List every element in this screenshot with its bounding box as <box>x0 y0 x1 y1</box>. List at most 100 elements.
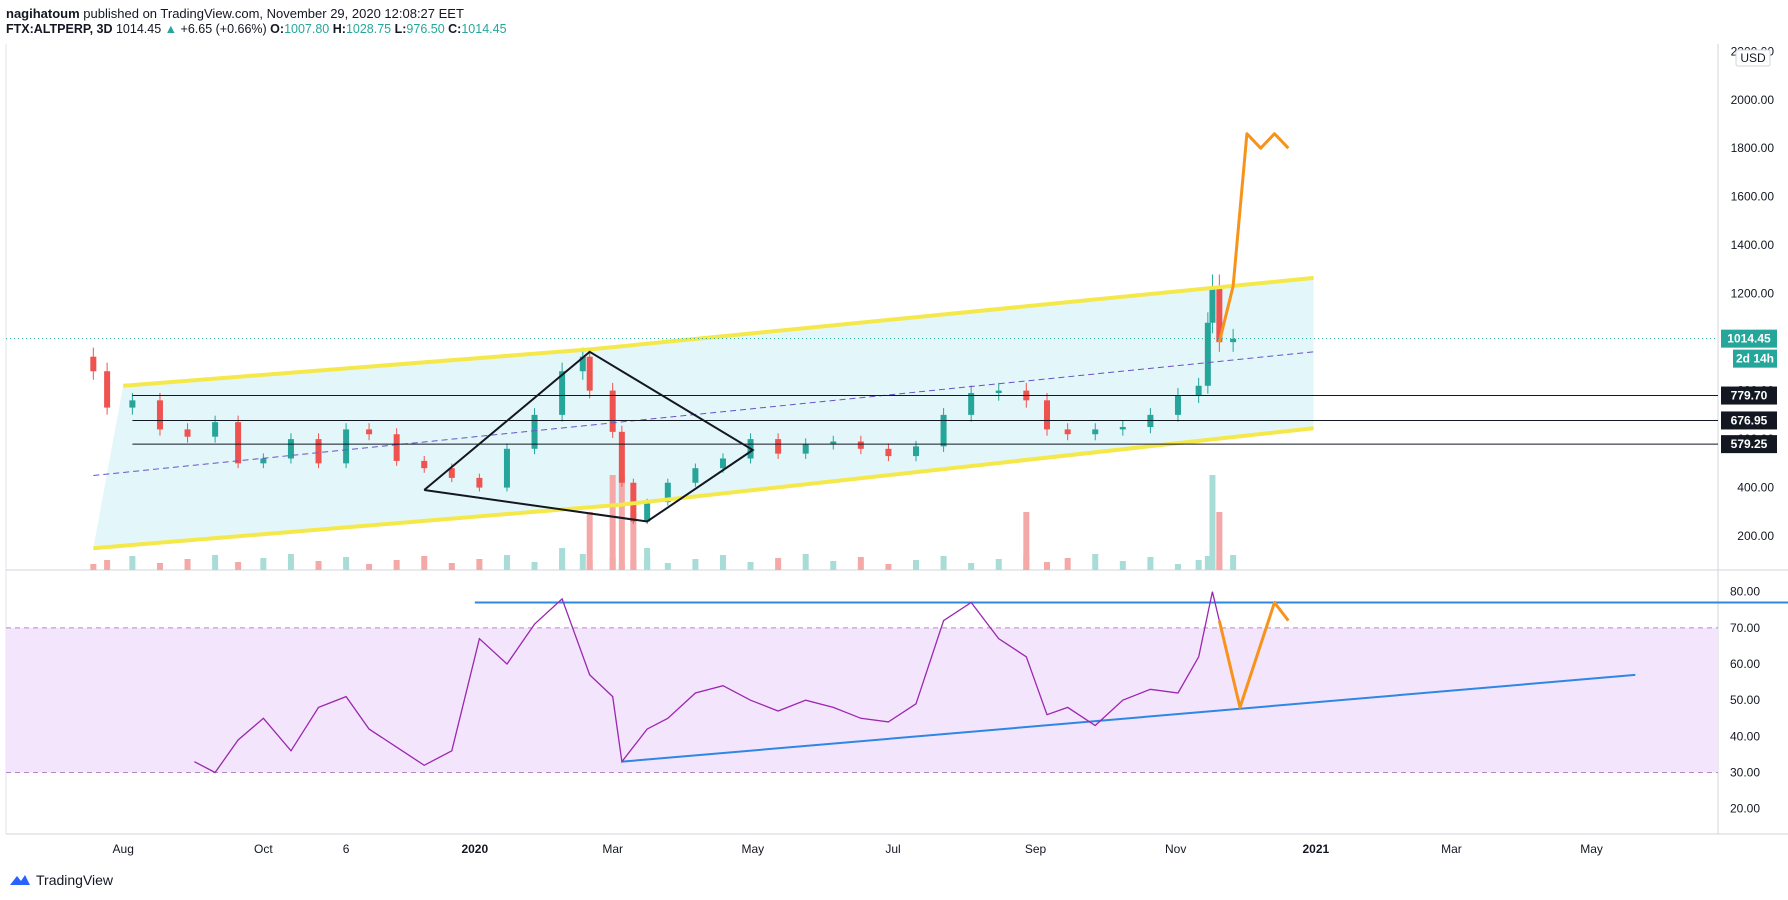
rsi-projection-arrow[interactable] <box>1217 601 1290 709</box>
volume-bar <box>235 562 242 570</box>
volume-bar <box>1147 557 1154 570</box>
volume-bar <box>448 563 455 570</box>
candle-body <box>1230 338 1237 343</box>
volume-bar <box>719 555 726 570</box>
candle-body <box>1043 400 1050 430</box>
candle-body <box>476 477 483 488</box>
volume-bar <box>90 564 97 570</box>
candle-body <box>315 439 322 464</box>
volume-bar <box>184 559 191 570</box>
rsi-trendline[interactable] <box>621 673 1636 763</box>
candle-body <box>212 422 219 437</box>
volume-bar <box>1023 512 1030 570</box>
candle-body <box>1195 385 1202 396</box>
volume-bar <box>995 559 1002 570</box>
volume-bar <box>212 555 219 570</box>
volume-bar <box>644 548 651 570</box>
volume-bar <box>1043 562 1050 570</box>
candle-body <box>775 439 782 454</box>
candle-body <box>448 468 455 478</box>
last-price: 1014.45 <box>115 22 162 36</box>
publication-line: nagihatoum published on TradingView.com,… <box>6 6 464 21</box>
time-tick-label: May <box>742 842 765 856</box>
horizontal-levels <box>132 395 1718 445</box>
volume-bar <box>315 561 322 570</box>
volume-bar <box>968 563 975 570</box>
level-tag-bg <box>1721 386 1777 405</box>
candle-body <box>260 458 267 464</box>
candle-body <box>885 448 892 457</box>
price-projection-arrow[interactable] <box>1217 132 1290 343</box>
open-value: 1007.80 <box>284 22 330 36</box>
channel-median-line <box>93 351 1314 476</box>
currency-badge: USD <box>1735 49 1771 67</box>
candle-body <box>503 448 510 488</box>
published-text: published on TradingView.com, November 2… <box>83 6 464 21</box>
volume-bar <box>692 559 699 570</box>
author-name[interactable]: nagihatoum <box>6 6 80 21</box>
price-axis[interactable]: 200.00400.00600.00800.001000.001200.0014… <box>1731 44 1775 543</box>
candle-body <box>287 439 294 459</box>
candle-body <box>664 482 671 503</box>
candle-body <box>1209 286 1216 323</box>
footer-brand[interactable]: TradingView <box>8 872 113 888</box>
candle-body <box>913 446 920 457</box>
candle-body <box>579 356 586 372</box>
volume-bar <box>1209 475 1216 570</box>
price-tick-label: 1600.00 <box>1731 190 1775 204</box>
rsi-tick-label: 50.00 <box>1730 693 1760 707</box>
candle-body <box>609 390 616 432</box>
rsi-axis[interactable]: 20.00 30.00 40.00 50.00 60.00 70.00 80.00 <box>1730 585 1760 816</box>
time-tick-label: Nov <box>1165 842 1186 856</box>
candle-body <box>802 443 809 454</box>
volume-bar <box>1092 554 1099 570</box>
price-tick-label: 200.00 <box>1737 529 1774 543</box>
time-tick-label: Mar <box>1441 842 1462 856</box>
time-tick-label: Mar <box>602 842 623 856</box>
price-tick-label: 1200.00 <box>1731 287 1775 301</box>
volume-bar <box>579 554 586 570</box>
channel-lower-line[interactable] <box>93 426 1314 551</box>
volume-bar <box>129 556 136 570</box>
price-tick-label: 1800.00 <box>1731 141 1775 155</box>
open-label: O: <box>270 22 285 36</box>
volume-bar <box>913 560 920 570</box>
time-tick-label: 2021 <box>1303 842 1330 856</box>
diamond-pattern[interactable] <box>423 350 755 523</box>
level-tag-bg <box>1721 411 1777 430</box>
candle-body <box>531 414 538 449</box>
candle-body <box>830 441 837 444</box>
price-change: +6.65 (+0.66%) <box>180 22 267 36</box>
time-axis[interactable]: Aug Oct 6 2020 Mar May Jul Sep Nov 2021 Mar May <box>113 842 1603 856</box>
candle-body <box>857 441 864 449</box>
price-tick-label: 400.00 <box>1737 481 1774 495</box>
symbol-label[interactable]: FTX:ALTPERP, 3D <box>6 22 113 36</box>
candle-body <box>366 429 373 435</box>
candle-body <box>1216 286 1223 343</box>
volume-bar <box>1119 561 1126 570</box>
volume-bar <box>885 564 892 570</box>
time-tick-label: 2020 <box>461 842 488 856</box>
volume-bar <box>531 562 538 570</box>
volume-bar <box>287 554 294 570</box>
volume-bar <box>802 554 809 570</box>
candle-body <box>586 356 593 391</box>
high-value: 1028.75 <box>345 22 392 36</box>
ohlc-legend: FTX:ALTPERP, 3D 1014.45 ▲ +6.65 (+0.66%)… <box>6 22 507 36</box>
last-price-tag: 1014.45 <box>1727 332 1771 346</box>
volume-bar <box>343 557 350 570</box>
time-tick-label: Jul <box>885 842 900 856</box>
volume-bar <box>393 560 400 570</box>
countdown-tag: 2d 14h <box>1736 352 1774 366</box>
volume-bar <box>1204 556 1211 570</box>
volume-bar <box>664 563 671 570</box>
rsi-tick-label: 20.00 <box>1730 802 1760 816</box>
candle-body <box>940 414 947 447</box>
brand-name: TradingView <box>36 872 114 888</box>
candle-body <box>1204 322 1211 386</box>
volume-bar <box>830 561 837 570</box>
volume-bar <box>1064 558 1071 570</box>
candle-body <box>90 356 97 372</box>
channel-upper-line[interactable] <box>123 275 1314 388</box>
